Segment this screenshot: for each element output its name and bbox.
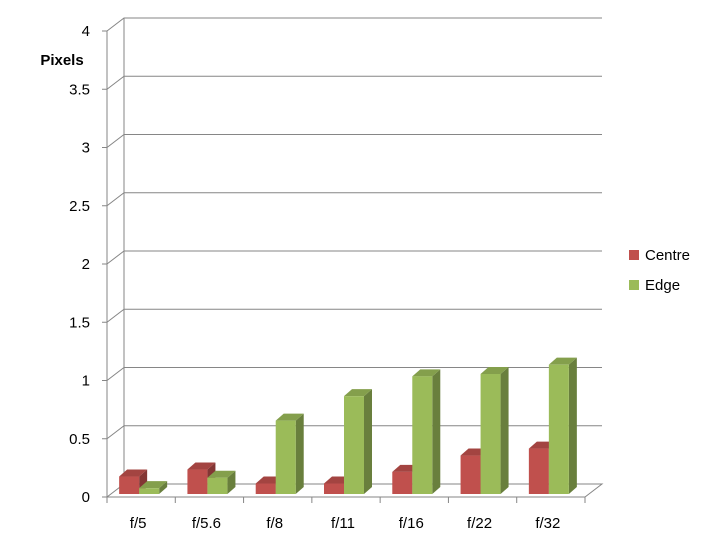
y-tick-label: 0.5 xyxy=(69,431,90,448)
bar-side xyxy=(500,367,509,494)
bar-front xyxy=(392,471,413,494)
gridline xyxy=(106,134,602,148)
y-axis-title: Pixels xyxy=(40,52,83,69)
bar-side xyxy=(295,413,304,494)
bar-top xyxy=(187,462,216,470)
bar-top xyxy=(119,469,148,477)
bar-side xyxy=(432,369,441,494)
bar-front xyxy=(207,477,228,494)
gridline xyxy=(106,75,602,90)
y-tick-label: 4 xyxy=(82,23,90,40)
bar xyxy=(207,470,236,494)
bar xyxy=(344,389,372,494)
bar-front xyxy=(460,455,481,494)
bar-top xyxy=(480,367,509,375)
y-tick-label: 2 xyxy=(82,256,90,273)
bar-front xyxy=(324,483,344,494)
legend-swatch xyxy=(629,280,639,290)
gridline xyxy=(106,367,602,381)
bar-front xyxy=(187,469,208,494)
bar-front xyxy=(275,420,296,494)
bar-front xyxy=(344,396,364,494)
gridline xyxy=(106,250,602,265)
bar xyxy=(139,481,168,494)
y-tick-label: 2.5 xyxy=(69,198,90,215)
bar-side xyxy=(227,470,236,494)
bar-side xyxy=(568,357,577,494)
y-tick-label: 0 xyxy=(82,489,90,506)
x-tick-label: f/8 xyxy=(266,515,283,532)
bar-front xyxy=(528,448,549,494)
bar-top xyxy=(412,369,441,377)
bars xyxy=(119,357,577,494)
bar-front xyxy=(255,483,276,494)
bar-top xyxy=(139,481,168,489)
y-axis-ticks: 0 0.5 1 1.5 2 2.5 3 3.5 4 xyxy=(69,23,107,506)
bar xyxy=(275,413,304,494)
bar-front xyxy=(119,476,140,494)
bar-top xyxy=(344,389,372,397)
bar xyxy=(480,367,509,494)
bar-side xyxy=(364,389,372,494)
gridline xyxy=(106,17,602,32)
y-tick-label: 1.5 xyxy=(69,314,90,331)
legend-label: Edge xyxy=(645,277,680,294)
gridline xyxy=(106,425,602,440)
x-tick-label: f/11 xyxy=(331,515,355,532)
gridlines xyxy=(106,17,602,440)
bar-top xyxy=(275,413,304,421)
bar-top xyxy=(207,470,236,478)
x-tick-label: f/5.6 xyxy=(192,515,221,532)
y-tick-label: 3 xyxy=(82,140,90,157)
bar-front xyxy=(548,364,569,494)
bar-side xyxy=(159,481,168,494)
bar-front xyxy=(412,376,433,494)
bar-front xyxy=(139,488,160,494)
chart-floor xyxy=(105,483,604,498)
x-tick-label: f/5 xyxy=(130,515,147,532)
bar-front xyxy=(480,374,501,494)
legend: Centre Edge xyxy=(629,247,690,294)
gridline xyxy=(106,192,602,207)
y-tick-label: 1 xyxy=(82,373,90,390)
x-tick-label: f/16 xyxy=(399,515,424,532)
legend-swatch xyxy=(629,250,639,260)
legend-item: Edge xyxy=(629,277,680,294)
legend-label: Centre xyxy=(645,247,690,264)
x-axis-ticks: f/5 f/5.6 f/8 f/11 f/16 f/22 f/32 xyxy=(106,497,586,532)
x-tick-label: f/22 xyxy=(467,515,492,532)
x-tick-label: f/32 xyxy=(535,515,560,532)
bar xyxy=(548,357,577,494)
bar xyxy=(412,369,441,494)
y-tick-label: 3.5 xyxy=(69,81,90,98)
bar-top xyxy=(548,357,577,365)
gridline xyxy=(106,308,602,323)
legend-item: Centre xyxy=(629,247,690,264)
